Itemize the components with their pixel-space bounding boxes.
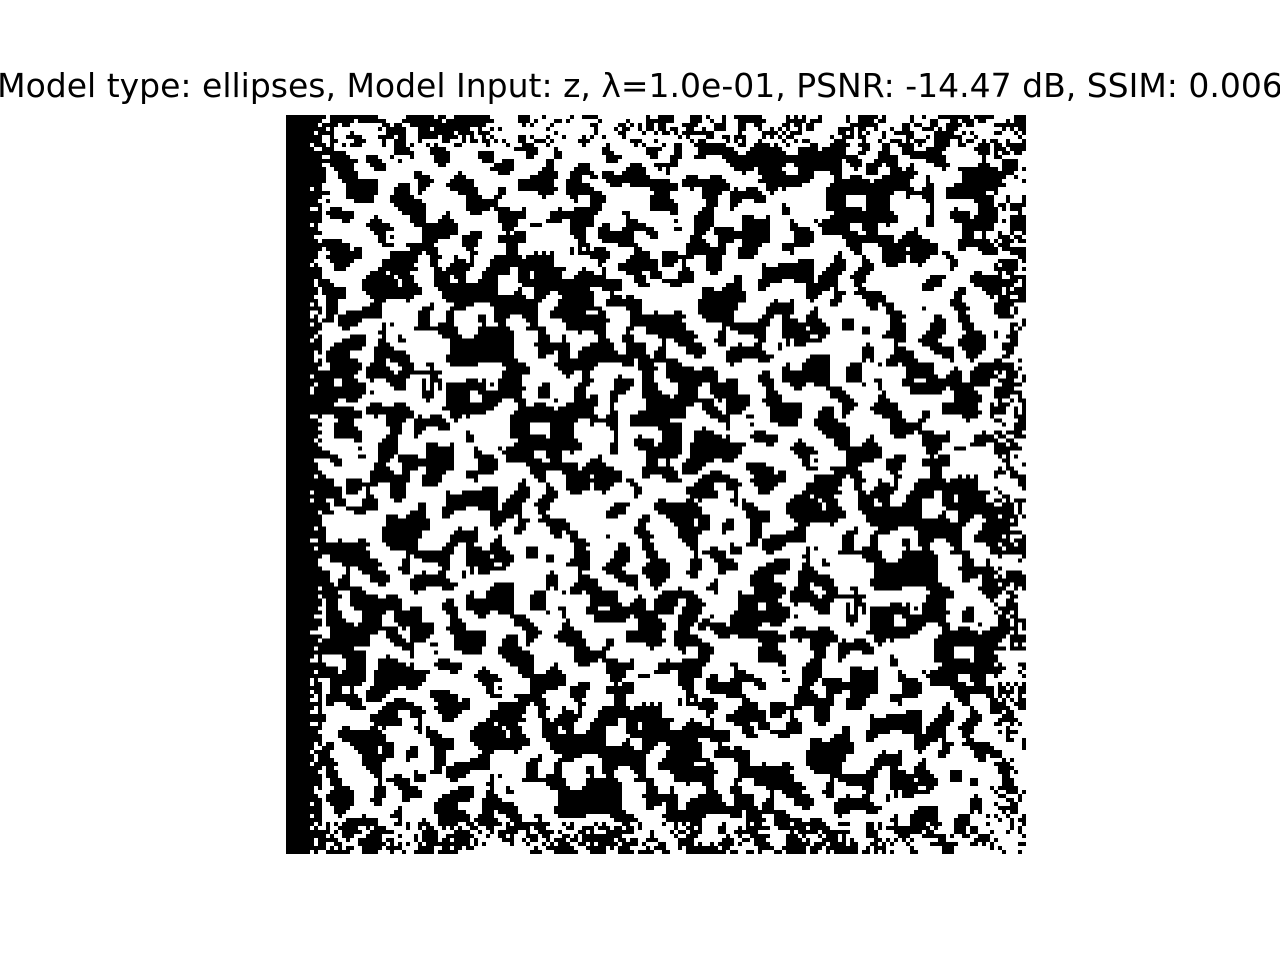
figure-title-text: Model type: ellipses, Model Input: z, λ=…	[0, 66, 1280, 105]
reconstruction-image	[286, 115, 1026, 854]
reconstruction-canvas	[286, 115, 1026, 854]
figure-title: Model type: ellipses, Model Input: z, λ=…	[0, 66, 1280, 106]
